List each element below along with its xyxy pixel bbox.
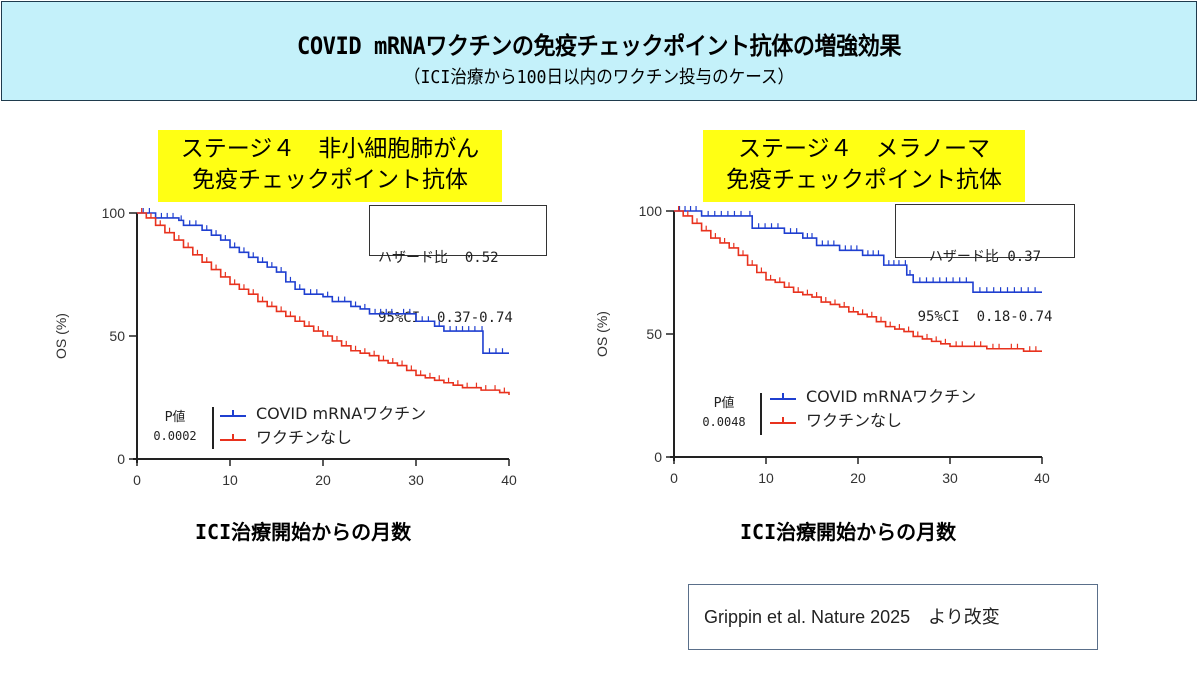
legend-label: COVID mRNAワクチン	[256, 404, 427, 423]
censor-marks-vaccine	[142, 208, 504, 354]
x-tick-label: 10	[222, 472, 238, 488]
x-tick-label: 0	[133, 472, 141, 488]
legend-item-no-vaccine: ワクチンなし	[220, 426, 426, 450]
legend-item-vaccine: COVID mRNAワクチン	[770, 385, 976, 409]
legend-divider	[760, 393, 762, 435]
censor-marks-no_vaccine	[141, 208, 505, 393]
legend-item-vaccine: COVID mRNAワクチン	[220, 402, 426, 426]
legend-nsclc: COVID mRNAワクチン ワクチンなし	[220, 402, 426, 450]
axes: 0 50 100 0 10 20 30 40 OS (%)	[53, 205, 517, 488]
chart-label-nsclc: ステージ４ 非小細胞肺がん 免疫チェックポイント抗体	[158, 130, 502, 202]
chart-title-line1: ステージ４ 非小細胞肺がん	[180, 136, 480, 162]
legend-melanoma: COVID mRNAワクチン ワクチンなし	[770, 385, 976, 433]
chart-title-line2: 免疫チェックポイント抗体	[192, 167, 468, 193]
page-title: COVID mRNAワクチンの免疫チェックポイント抗体の増強効果	[297, 32, 901, 60]
p-value: 0.0048	[702, 415, 746, 429]
y-tick-label: 50	[109, 328, 125, 344]
legend-label: ワクチンなし	[806, 411, 903, 430]
legend-item-no-vaccine: ワクチンなし	[770, 409, 976, 433]
legend-swatch-no-vaccine	[220, 433, 246, 443]
y-tick-label: 100	[102, 205, 126, 221]
p-value-label: P値	[713, 396, 735, 411]
legend-swatch-vaccine	[770, 392, 796, 402]
x-tick-label: 20	[315, 472, 331, 488]
p-value-block-melanoma: P値 0.0048	[694, 394, 754, 432]
p-value: 0.0002	[153, 429, 197, 443]
y-axis-title: OS (%)	[53, 313, 69, 359]
survival-curve-no_vaccine	[137, 212, 510, 396]
title-banner: COVID mRNAワクチンの免疫チェックポイント抗体の増強効果 （ICI治療か…	[1, 1, 1197, 101]
p-value-block-nsclc: P値 0.0002	[145, 408, 205, 446]
legend-swatch-no-vaccine	[770, 416, 796, 426]
chart-title-line1: ステージ４ メラノーマ	[737, 136, 991, 162]
legend-label: ワクチンなし	[256, 428, 353, 447]
chart-label-melanoma: ステージ４ メラノーマ 免疫チェックポイント抗体	[703, 130, 1025, 202]
hazard-ratio-label: ハザード比 0.52	[378, 250, 499, 266]
y-tick-label: 0	[117, 451, 125, 467]
chart-title-line2: 免疫チェックポイント抗体	[726, 167, 1002, 193]
x-tick-label: 30	[408, 472, 424, 488]
legend-divider	[212, 407, 214, 449]
legend-swatch-vaccine	[220, 409, 246, 419]
legend-label: COVID mRNAワクチン	[806, 387, 977, 406]
p-value-label: P値	[164, 410, 186, 425]
page-subtitle: （ICI治療から100日以内のワクチン投与のケース）	[403, 67, 795, 88]
x-axis-title-nsclc: ICI治療開始からの月数	[195, 520, 412, 544]
x-axis-title-melanoma: ICI治療開始からの月数	[740, 520, 957, 544]
citation-box: Grippin et al. Nature 2025 より改変	[688, 584, 1098, 650]
x-tick-label: 40	[501, 472, 517, 488]
